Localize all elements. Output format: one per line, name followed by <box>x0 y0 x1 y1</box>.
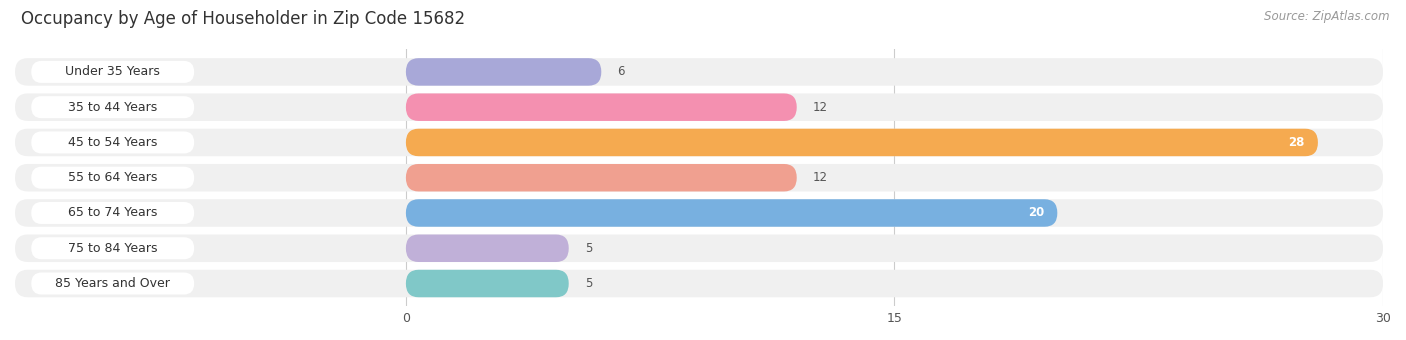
Text: 12: 12 <box>813 171 828 184</box>
FancyBboxPatch shape <box>31 61 194 83</box>
FancyBboxPatch shape <box>31 167 194 189</box>
Text: 65 to 74 Years: 65 to 74 Years <box>67 206 157 220</box>
FancyBboxPatch shape <box>15 235 1384 262</box>
FancyBboxPatch shape <box>31 96 194 118</box>
FancyBboxPatch shape <box>15 164 1384 191</box>
Text: 20: 20 <box>1028 206 1045 220</box>
FancyBboxPatch shape <box>406 129 1317 156</box>
FancyBboxPatch shape <box>15 270 1384 297</box>
FancyBboxPatch shape <box>406 235 569 262</box>
Text: 45 to 54 Years: 45 to 54 Years <box>67 136 157 149</box>
Text: 35 to 44 Years: 35 to 44 Years <box>67 101 157 114</box>
Text: 12: 12 <box>813 101 828 114</box>
FancyBboxPatch shape <box>406 270 569 297</box>
Text: 28: 28 <box>1288 136 1305 149</box>
Text: 85 Years and Over: 85 Years and Over <box>55 277 170 290</box>
FancyBboxPatch shape <box>15 129 1384 156</box>
FancyBboxPatch shape <box>15 199 1384 227</box>
FancyBboxPatch shape <box>31 202 194 224</box>
FancyBboxPatch shape <box>31 273 194 294</box>
Text: Source: ZipAtlas.com: Source: ZipAtlas.com <box>1264 10 1389 23</box>
Text: 55 to 64 Years: 55 to 64 Years <box>67 171 157 184</box>
Text: 5: 5 <box>585 242 592 255</box>
FancyBboxPatch shape <box>406 94 797 121</box>
FancyBboxPatch shape <box>406 164 797 191</box>
Text: Under 35 Years: Under 35 Years <box>65 65 160 79</box>
FancyBboxPatch shape <box>406 199 1057 227</box>
FancyBboxPatch shape <box>15 94 1384 121</box>
Text: 5: 5 <box>585 277 592 290</box>
Text: 75 to 84 Years: 75 to 84 Years <box>67 242 157 255</box>
FancyBboxPatch shape <box>15 58 1384 86</box>
FancyBboxPatch shape <box>406 58 602 86</box>
Text: 6: 6 <box>617 65 626 79</box>
Text: Occupancy by Age of Householder in Zip Code 15682: Occupancy by Age of Householder in Zip C… <box>21 10 465 28</box>
FancyBboxPatch shape <box>31 132 194 153</box>
FancyBboxPatch shape <box>31 237 194 259</box>
